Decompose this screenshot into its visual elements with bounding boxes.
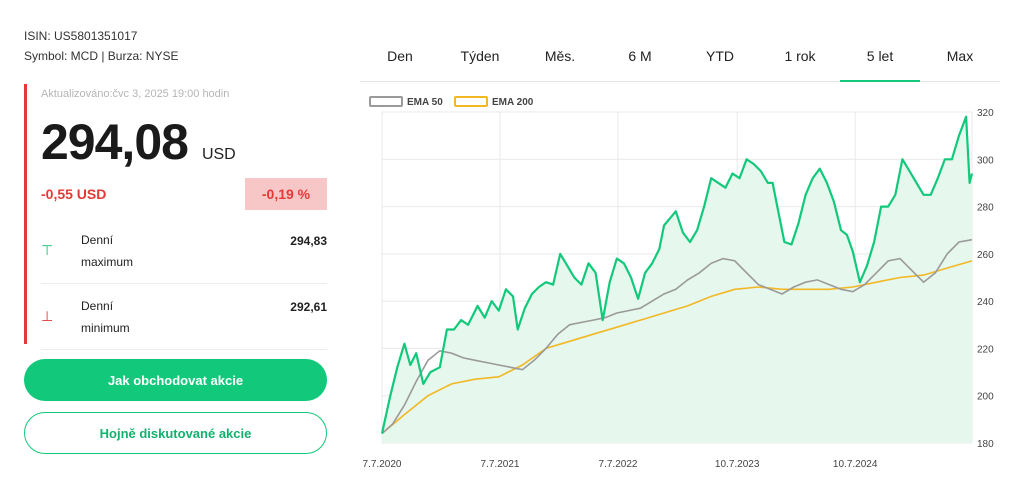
day-high-label-line1: Denní (81, 232, 114, 247)
price-area-fill (382, 116, 972, 443)
price-row: 294,08 USD (41, 114, 327, 170)
isin-text: ISIN: US5801351017 (24, 29, 138, 43)
x-tick-label: 7.7.2022 (599, 459, 638, 470)
day-low-label-line1: Denní (81, 298, 114, 313)
x-tick-label: 10.7.2024 (833, 459, 878, 470)
tab-tyden[interactable]: Týden (460, 48, 500, 64)
last-price: 294,08 (41, 114, 189, 170)
day-high-label-line2: maximum (81, 254, 134, 269)
day-low-row: ⊥ Denní minimum 292,61 (41, 284, 327, 350)
day-low-label-line2: minimum (81, 320, 130, 335)
tab-ytd[interactable]: YTD (706, 48, 734, 64)
day-high-icon: ⊤ (41, 242, 54, 258)
tab-6m[interactable]: 6 M (628, 48, 652, 64)
chart-legend: EMA 50 EMA 200 (369, 96, 534, 108)
tab-den[interactable]: Den (387, 48, 413, 64)
day-low-icon: ⊥ (41, 308, 54, 324)
change-percent-badge: -0,19 % (245, 178, 327, 210)
x-tick-label: 7.7.2020 (363, 459, 402, 470)
day-high-value: 294,83 (290, 234, 327, 248)
legend-ema200-label: EMA 200 (492, 97, 534, 108)
y-tick-label: 260 (977, 250, 994, 261)
y-axis-ticks: 180 200 220 240 260 280 300 320 (977, 108, 994, 450)
legend-ema200-swatch (454, 96, 488, 107)
change-row: -0,55 USD -0,19 % (41, 178, 327, 210)
day-high-label: Denní maximum (81, 229, 181, 273)
y-tick-label: 180 (977, 439, 994, 450)
price-line (380, 115, 974, 434)
day-low-label: Denní minimum (81, 295, 181, 339)
trade-shares-button[interactable]: Jak obchodovat akcie (24, 359, 327, 401)
symbol-exchange-text: Symbol: MCD | Burza: NYSE (24, 49, 179, 63)
discussed-shares-button[interactable]: Hojně diskutované akcie (24, 412, 327, 454)
tab-mesic[interactable]: Měs. (544, 48, 576, 64)
change-absolute: -0,55 USD (41, 186, 107, 202)
tab-5-let[interactable]: 5 let (840, 34, 920, 82)
y-tick-label: 280 (977, 203, 994, 214)
x-tick-label: 10.7.2023 (715, 459, 760, 470)
day-high-row: ⊤ Denní maximum 294,83 (41, 218, 327, 284)
day-low-value: 292,61 (290, 300, 327, 314)
y-tick-label: 220 (977, 344, 994, 355)
tab-1-rok[interactable]: 1 rok (784, 48, 816, 64)
instrument-info: ISIN: US5801351017 Symbol: MCD | Burza: … (24, 26, 179, 66)
tab-max[interactable]: Max (946, 48, 974, 64)
y-tick-label: 200 (977, 392, 994, 403)
x-axis-ticks: 7.7.2020 7.7.2021 7.7.2022 10.7.2023 10.7.20… (363, 459, 878, 470)
price-currency: USD (201, 146, 236, 163)
updated-timestamp: Aktualizováno:čvc 3, 2025 19:00 hodin (41, 88, 230, 100)
quote-panel: Aktualizováno:čvc 3, 2025 19:00 hodin 29… (24, 84, 327, 350)
y-tick-label: 300 (977, 155, 994, 166)
x-tick-label: 7.7.2021 (481, 459, 520, 470)
ema200-line (381, 260, 973, 435)
legend-ema50-label: EMA 50 (407, 97, 443, 108)
ema50-line (381, 238, 973, 435)
legend-ema50-swatch (369, 96, 403, 107)
period-tabs: Den Týden Měs. 6 M YTD 1 rok 5 let Max (360, 34, 1000, 82)
y-tick-label: 320 (977, 108, 994, 119)
y-tick-label: 240 (977, 297, 994, 308)
